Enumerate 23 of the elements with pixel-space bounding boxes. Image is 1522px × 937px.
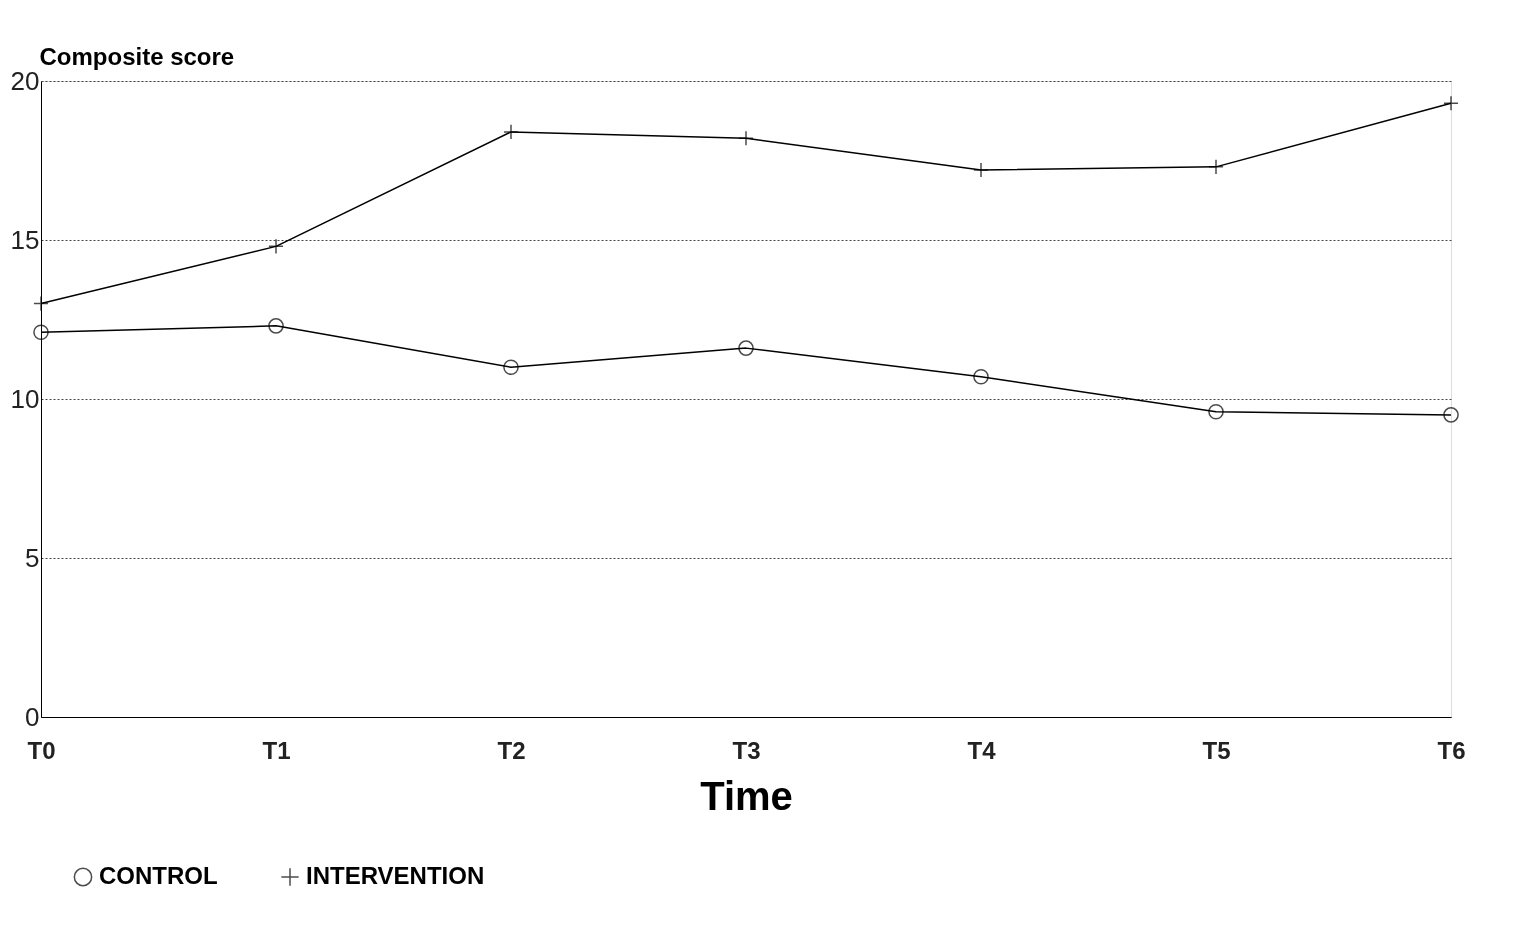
point [1443, 407, 1459, 423]
legend-label: INTERVENTION [306, 862, 485, 889]
x-tick-label: T4 [967, 736, 997, 764]
x-tick-label: T2 [497, 736, 526, 764]
y-axis-title: Composite score [39, 42, 235, 70]
x-tick-label: T0 [27, 736, 56, 764]
point [1208, 403, 1224, 420]
point [738, 340, 754, 356]
x-tick-label: T3 [732, 736, 761, 764]
point [268, 318, 284, 334]
x-tick-label: T6 [1437, 736, 1466, 764]
x-tick-label: T5 [1202, 736, 1231, 764]
y-tick-label: 5 [25, 542, 40, 573]
y-tick-label: 10 [10, 383, 40, 414]
y-tick-label: 20 [10, 65, 40, 96]
point [33, 324, 49, 341]
x-tick-label: T1 [262, 736, 291, 764]
y-tick-label: 15 [10, 224, 40, 255]
x-axis-title: Time [700, 773, 793, 818]
legend-label: CONTROL [99, 862, 218, 889]
point [973, 368, 989, 385]
point [503, 359, 519, 376]
y-tick-label: 0 [25, 701, 40, 732]
